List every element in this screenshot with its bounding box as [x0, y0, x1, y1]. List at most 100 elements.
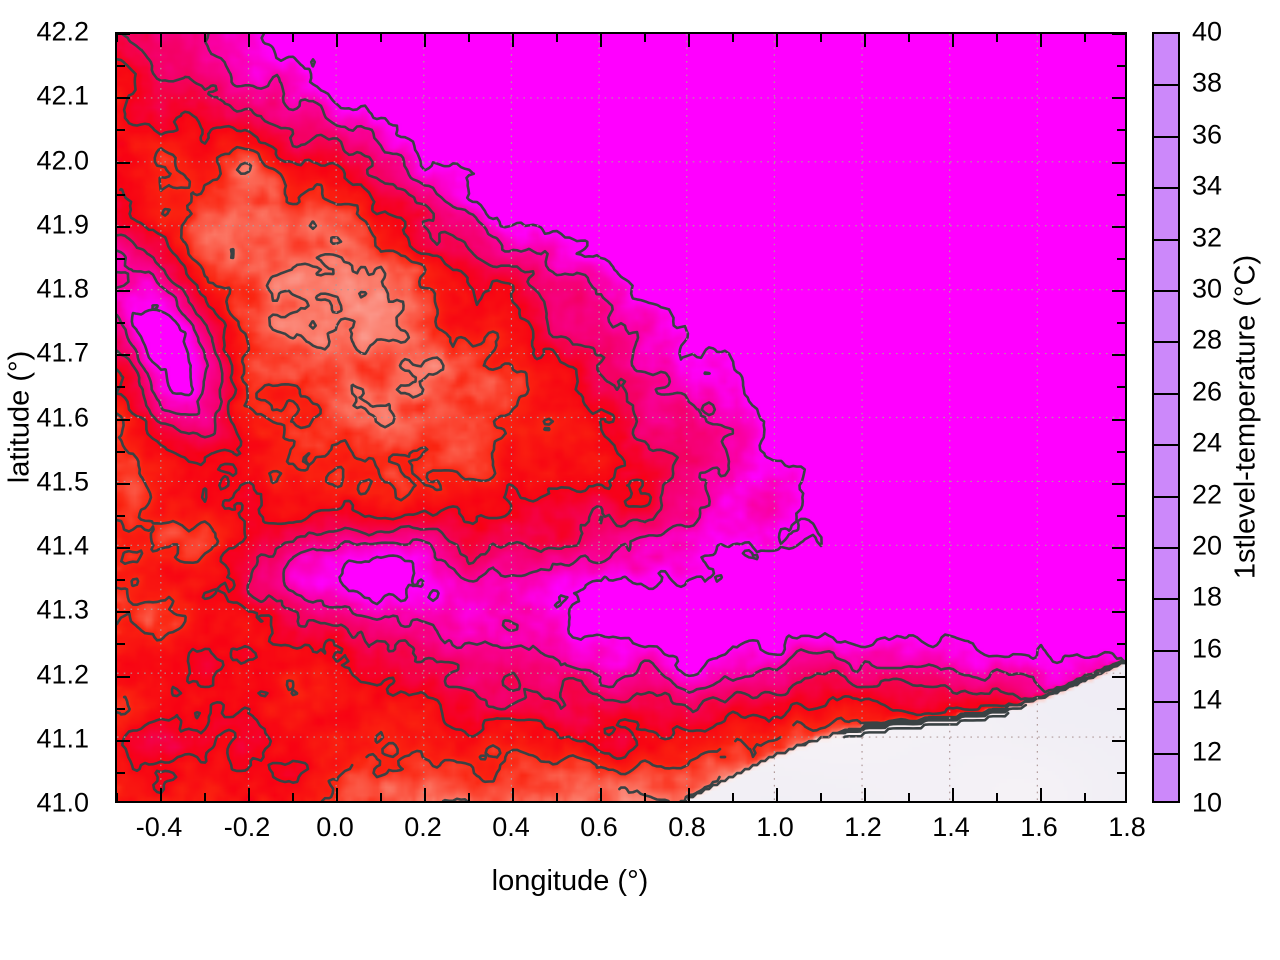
y-axis-tick-label: 42.0: [36, 145, 89, 175]
y-axis-tick: [1112, 97, 1125, 100]
x-axis-tick: [204, 34, 206, 42]
x-axis-tick: [380, 34, 382, 42]
y-axis-tick: [1117, 450, 1125, 453]
y-axis-tick-label: 41.5: [36, 466, 89, 497]
x-axis-tick: [1084, 34, 1086, 42]
x-axis-tick: [424, 788, 426, 801]
x-axis-tick-label: 1.2: [844, 812, 882, 842]
x-axis-tick: [512, 788, 514, 801]
x-axis-tick: [688, 788, 690, 801]
colorbar-tick: [1154, 84, 1178, 87]
x-axis-tick-label: 1.8: [1108, 812, 1146, 842]
colorbar-tick-label: 28: [1192, 324, 1223, 355]
colorbar-tick-label: 12: [1192, 736, 1223, 767]
colorbar-tick-label: 20: [1192, 530, 1223, 561]
x-axis-tick: [336, 34, 338, 47]
y-axis-tick: [117, 514, 125, 517]
colorbar-tick: [1154, 341, 1178, 344]
colorbar-tick-label: 18: [1192, 581, 1223, 612]
x-axis-tick: [864, 788, 866, 801]
colorbar-tick: [1154, 598, 1178, 601]
x-axis-tick-label: 1.0: [756, 812, 794, 842]
y-axis-tick: [117, 193, 125, 196]
x-axis-tick: [468, 34, 470, 42]
colorbar-tick: [1154, 392, 1178, 395]
x-axis-tick-label: 1.6: [1020, 812, 1058, 842]
colorbar-tick-label: 32: [1192, 222, 1223, 253]
x-axis-tick: [952, 34, 954, 47]
x-axis-tick: [644, 34, 646, 42]
colorbar: [1152, 32, 1180, 803]
colorbar-tick: [1154, 649, 1178, 652]
x-axis-tick-label: 0.2: [404, 812, 442, 842]
colorbar-tick-label: 26: [1192, 376, 1223, 407]
y-axis-tick: [1117, 322, 1125, 325]
y-axis-tick: [1117, 514, 1125, 517]
y-axis-tick: [117, 707, 125, 710]
y-axis-tick: [1112, 225, 1125, 228]
y-axis-tick: [1112, 34, 1125, 35]
y-axis-tick-label: 41.7: [36, 337, 89, 368]
y-axis-tick: [117, 65, 125, 68]
colorbar-tick-label: 22: [1192, 479, 1223, 510]
y-axis-tick: [117, 354, 130, 357]
colorbar-tick-label: 14: [1192, 684, 1223, 715]
x-axis-tick-label: 0.6: [580, 812, 618, 842]
y-axis-tick: [117, 257, 125, 260]
x-axis-tick: [424, 34, 426, 47]
colorbar-tick-label: 34: [1192, 170, 1223, 201]
y-axis-tick: [117, 34, 130, 35]
y-axis-tick: [1117, 707, 1125, 710]
colorbar-tick-label: 30: [1192, 273, 1223, 304]
y-axis-tick: [1117, 771, 1125, 774]
y-axis-tick: [117, 611, 130, 614]
y-axis-tick: [117, 322, 125, 325]
y-axis-tick: [117, 129, 125, 132]
y-axis-tick-label: 41.2: [36, 659, 89, 689]
x-axis-tick: [952, 788, 954, 801]
x-axis-tick: [248, 34, 250, 47]
colorbar-title: 1stlevel-temperature (°C): [1229, 254, 1262, 580]
y-axis-tick: [117, 675, 130, 678]
y-axis-tick: [117, 739, 130, 742]
y-axis-tick: [117, 161, 130, 164]
x-axis-tick: [908, 793, 910, 801]
y-axis-tick-label: 42.1: [36, 80, 89, 111]
y-axis-tick: [117, 418, 130, 421]
x-axis-tick: [556, 34, 558, 42]
y-axis-tick: [1112, 739, 1125, 742]
x-axis-tick: [688, 34, 690, 47]
y-axis-tick: [1112, 611, 1125, 614]
x-axis-tick: [248, 788, 250, 801]
x-axis-title: longitude (°): [491, 865, 649, 897]
x-axis-tick: [380, 793, 382, 801]
y-axis-tick: [1117, 65, 1125, 68]
x-axis-tick: [1084, 793, 1086, 801]
x-axis-tick: [336, 788, 338, 801]
y-axis-tick: [117, 225, 130, 228]
y-axis-tick: [1112, 354, 1125, 357]
y-axis-tick: [117, 290, 130, 292]
colorbar-tick: [1154, 290, 1178, 292]
x-axis-tick: [864, 34, 866, 47]
x-axis-tick: [117, 34, 118, 42]
x-axis-tick-label: 0.4: [492, 812, 530, 842]
y-axis-tick-label: 41.8: [36, 273, 89, 304]
colorbar-tick: [1154, 752, 1178, 755]
x-axis-tick: [1040, 34, 1042, 47]
x-axis-tick: [776, 34, 778, 47]
x-axis-tick: [160, 788, 162, 801]
x-axis-tick-label: -0.2: [223, 812, 271, 842]
x-axis-tick: [776, 788, 778, 801]
y-axis-tick-label: 41.4: [36, 530, 89, 561]
y-axis-tick: [117, 547, 130, 549]
y-axis-tick: [117, 97, 130, 100]
x-axis-tick: [512, 34, 514, 47]
x-axis-tick: [600, 34, 602, 47]
x-axis-tick: [908, 34, 910, 42]
y-axis-tick-label: 41.0: [36, 787, 89, 818]
y-axis-tick: [117, 579, 125, 582]
y-axis-tick: [1112, 161, 1125, 164]
colorbar-tick: [1154, 547, 1178, 549]
